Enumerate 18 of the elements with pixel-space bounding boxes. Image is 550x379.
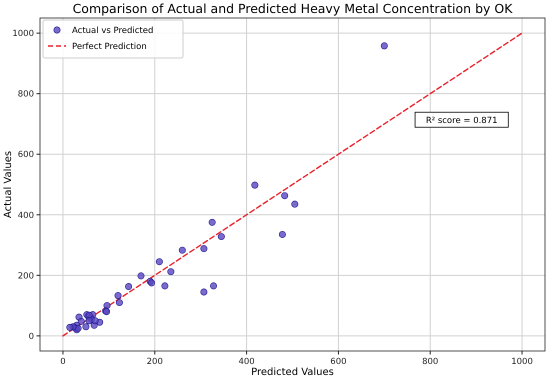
- legend-label: Actual vs Predicted: [72, 26, 154, 36]
- y-tick-label: 0: [28, 332, 34, 342]
- x-tick-label: 1000: [511, 357, 533, 367]
- x-tick-label: 200: [146, 357, 163, 367]
- x-tick-label: 400: [238, 357, 255, 367]
- y-tick-label: 600: [18, 150, 34, 160]
- annotation: R² score = 0.871: [426, 116, 498, 126]
- chart-title: Comparison of Actual and Predicted Heavy Metal Concentration by OK: [72, 1, 514, 16]
- legend-label: Perfect Prediction: [72, 42, 147, 52]
- x-axis-title: Predicted Values: [251, 367, 334, 378]
- y-tick-label: 800: [18, 90, 34, 100]
- y-tick-label: 400: [18, 210, 34, 221]
- x-tick-label: 0: [60, 357, 66, 367]
- x-tick-label: 600: [330, 357, 347, 367]
- y-tick-label: 1000: [12, 29, 34, 40]
- y-axis-title: Actual Values: [3, 150, 14, 218]
- y-tick-label: 200: [18, 271, 34, 282]
- x-tick-label: 800: [422, 357, 438, 367]
